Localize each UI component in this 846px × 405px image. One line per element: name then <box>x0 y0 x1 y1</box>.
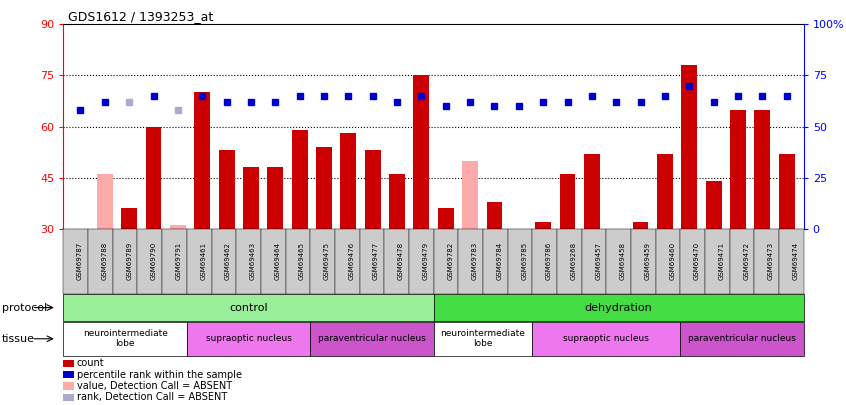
Bar <box>778 154 794 229</box>
Text: GSM69459: GSM69459 <box>645 242 651 280</box>
Text: GSM69790: GSM69790 <box>151 242 157 280</box>
Bar <box>340 133 356 229</box>
Bar <box>365 150 381 229</box>
Text: GSM69268: GSM69268 <box>570 242 576 280</box>
Text: supraoptic nucleus: supraoptic nucleus <box>563 334 649 343</box>
Text: GSM69460: GSM69460 <box>669 242 675 280</box>
Bar <box>146 126 162 229</box>
Bar <box>511 229 527 236</box>
Text: GSM69470: GSM69470 <box>694 242 700 280</box>
Text: protocol: protocol <box>2 303 47 313</box>
Text: GSM69473: GSM69473 <box>768 242 774 280</box>
Text: GSM69463: GSM69463 <box>250 242 255 280</box>
Text: GSM69476: GSM69476 <box>349 242 354 280</box>
Bar <box>608 229 624 256</box>
Bar <box>267 168 283 229</box>
Bar <box>536 222 551 229</box>
Bar <box>584 154 600 229</box>
Bar <box>218 150 234 229</box>
Text: GSM69782: GSM69782 <box>448 242 453 280</box>
Text: GSM69464: GSM69464 <box>274 242 280 280</box>
Bar <box>438 208 453 229</box>
Text: GSM69458: GSM69458 <box>620 242 626 280</box>
Bar <box>681 65 697 229</box>
Text: paraventricular nucleus: paraventricular nucleus <box>688 334 796 343</box>
Text: GSM69478: GSM69478 <box>398 242 404 280</box>
Text: GSM69786: GSM69786 <box>546 242 552 280</box>
Bar <box>170 226 186 229</box>
Bar <box>706 181 722 229</box>
Text: GSM69461: GSM69461 <box>201 242 206 280</box>
Text: neurointermediate
lobe: neurointermediate lobe <box>441 329 525 348</box>
Text: count: count <box>77 358 105 369</box>
Text: rank, Detection Call = ABSENT: rank, Detection Call = ABSENT <box>77 392 228 403</box>
Bar <box>414 75 429 229</box>
Bar <box>462 161 478 229</box>
Text: GSM69783: GSM69783 <box>472 242 478 280</box>
Text: GSM69475: GSM69475 <box>324 242 330 280</box>
Text: GSM69477: GSM69477 <box>373 242 379 280</box>
Bar <box>730 109 746 229</box>
Text: dehydration: dehydration <box>585 303 652 313</box>
Text: GSM69785: GSM69785 <box>521 242 527 280</box>
Text: GDS1612 / 1393253_at: GDS1612 / 1393253_at <box>68 10 213 23</box>
Text: GSM69472: GSM69472 <box>744 242 750 280</box>
Bar <box>195 92 210 229</box>
Text: GSM69474: GSM69474 <box>793 242 799 280</box>
Text: neurointermediate
lobe: neurointermediate lobe <box>83 329 168 348</box>
Bar <box>121 208 137 229</box>
Text: supraoptic nucleus: supraoptic nucleus <box>206 334 292 343</box>
Text: GSM69787: GSM69787 <box>77 242 83 280</box>
Text: GSM69479: GSM69479 <box>422 242 428 280</box>
Text: paraventricular nucleus: paraventricular nucleus <box>318 334 426 343</box>
Bar <box>657 154 673 229</box>
Bar <box>559 174 575 229</box>
Text: tissue: tissue <box>2 334 35 344</box>
Bar <box>389 174 405 229</box>
Text: GSM69784: GSM69784 <box>497 242 503 280</box>
Bar <box>243 168 259 229</box>
Text: GSM69791: GSM69791 <box>176 242 182 280</box>
Bar <box>97 174 113 229</box>
Bar <box>755 109 770 229</box>
Bar <box>486 202 503 229</box>
Text: GSM69471: GSM69471 <box>718 242 724 280</box>
Text: GSM69462: GSM69462 <box>225 242 231 280</box>
Bar <box>633 222 649 229</box>
Text: GSM69465: GSM69465 <box>299 242 305 280</box>
Text: GSM69788: GSM69788 <box>102 242 107 280</box>
Bar <box>292 130 308 229</box>
Text: GSM69457: GSM69457 <box>596 242 602 280</box>
Bar <box>316 147 332 229</box>
Text: value, Detection Call = ABSENT: value, Detection Call = ABSENT <box>77 381 232 391</box>
Text: GSM69789: GSM69789 <box>126 242 132 280</box>
Text: percentile rank within the sample: percentile rank within the sample <box>77 370 242 380</box>
Text: control: control <box>229 303 268 313</box>
